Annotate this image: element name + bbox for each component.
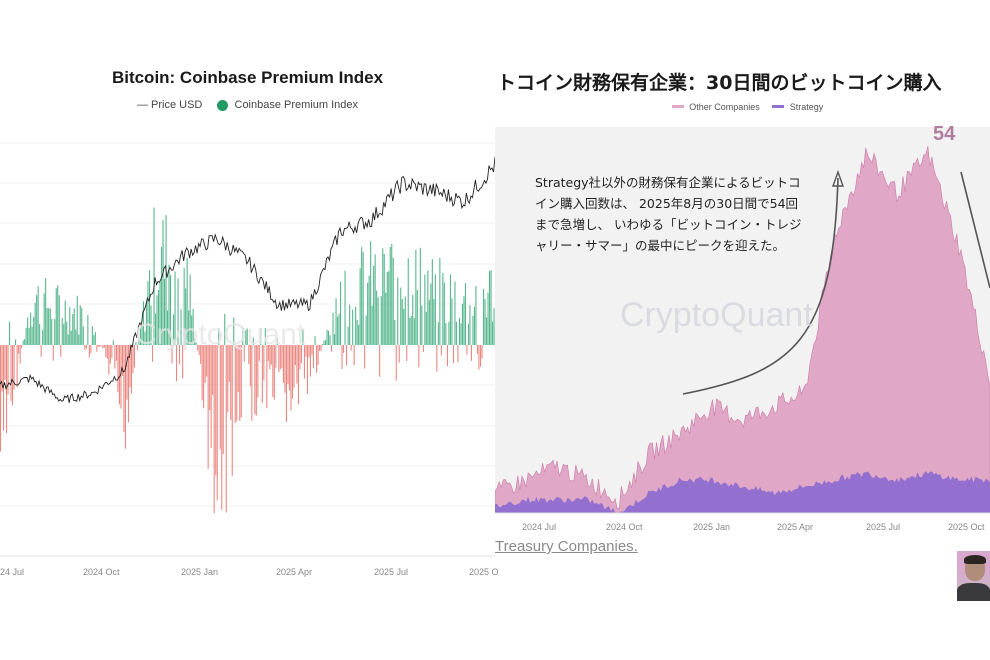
x-tick: 2025 Jul xyxy=(374,567,409,577)
coinbase-premium-chart: Bitcoin: Coinbase Premium Index — Price … xyxy=(0,68,499,577)
x-tick: 2024 Oct xyxy=(606,522,643,532)
x-tick: 2025 Jan xyxy=(181,567,219,577)
legend-dot-icon xyxy=(217,99,229,111)
treasury-companies-link[interactable]: Treasury Companies. xyxy=(495,538,638,555)
watermark: CryptoQuant xyxy=(135,318,306,351)
x-tick: 2025 Apr xyxy=(276,567,313,577)
legend-price[interactable]: — Price USD xyxy=(136,99,203,112)
chart-plot-area xyxy=(495,127,990,514)
x-tick: 2025 Apr xyxy=(777,522,814,532)
legend-swatch-icon xyxy=(671,105,684,109)
legend-other[interactable]: Other Companies xyxy=(689,101,760,112)
legend-swatch-icon xyxy=(772,105,785,109)
avatar xyxy=(957,551,990,601)
treasury-purchases-chart: トコイン財務保有企業：30日間のビットコイン購入 Other Companies… xyxy=(495,0,990,660)
x-tick: 24 Jul xyxy=(0,567,25,577)
x-tick: 2025 Jul xyxy=(866,522,901,532)
chart-plot-area xyxy=(0,142,495,557)
chart-title: トコイン財務保有企業：30日間のビットコイン購入 xyxy=(497,72,942,94)
peak-label: 54 xyxy=(933,123,956,145)
x-tick: 2025 O xyxy=(469,567,499,577)
x-tick: 2024 Oct xyxy=(83,567,120,577)
legend-premium[interactable]: Coinbase Premium Index xyxy=(234,99,359,112)
chart-legend: — Price USD Coinbase Premium Index xyxy=(0,99,495,111)
chart-title: Bitcoin: Coinbase Premium Index xyxy=(111,68,384,87)
watermark: CryptoQuant xyxy=(620,296,813,334)
chart-legend: Other Companies Strategy xyxy=(495,101,990,112)
legend-strategy[interactable]: Strategy xyxy=(789,101,824,112)
x-tick: 2025 Oct xyxy=(948,522,985,532)
x-tick: 2025 Jan xyxy=(693,522,731,532)
annotation-text: Strategy社以外の財務保有企業によるビットコイン購入回数は、 2025年8… xyxy=(535,175,802,253)
x-tick: 2024 Jul xyxy=(522,522,557,532)
